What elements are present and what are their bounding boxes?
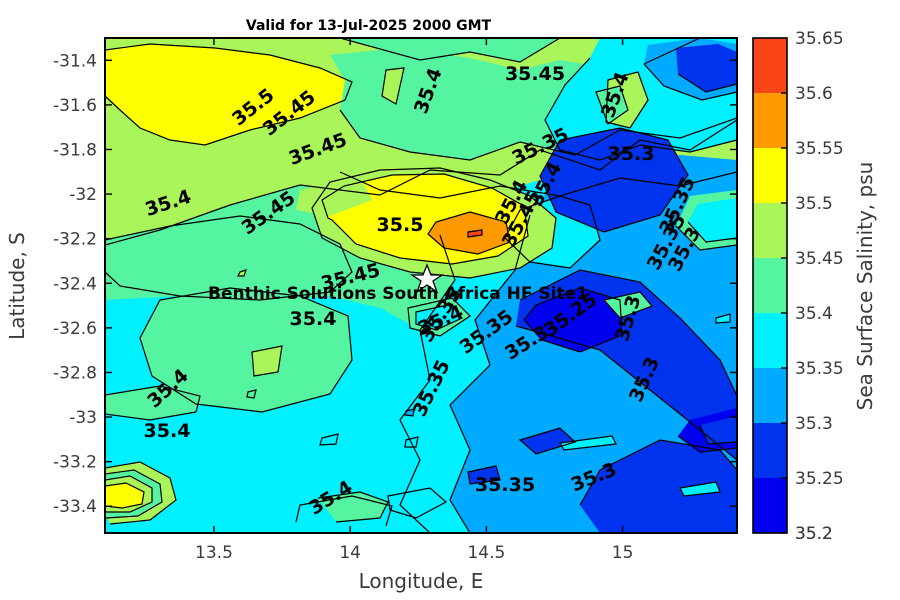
contour-label: 35.4 — [290, 308, 337, 330]
colorbar-tick-label: 35.35 — [795, 359, 844, 379]
colorbar-band[interactable] — [753, 38, 787, 93]
colorbar-tick-label: 35.55 — [795, 139, 844, 159]
plot-frame — [104, 37, 738, 534]
y-tick-label: -33.4 — [53, 497, 97, 517]
colorbar-tick-label: 35.2 — [795, 524, 833, 544]
site-label: Benthic Solutions South Africa HF Site1 — [208, 284, 588, 304]
colorbar-band[interactable] — [753, 203, 787, 258]
y-tick-label: -31.4 — [53, 51, 97, 71]
y-tick-label: -33 — [69, 408, 97, 428]
colorbar-band[interactable] — [753, 478, 787, 533]
colorbar-tick-label: 35.5 — [795, 194, 833, 214]
site-marker-star — [409, 263, 445, 294]
colorbar-tick-label: 35.25 — [795, 469, 844, 489]
y-tick-label: -32.8 — [53, 363, 97, 383]
contour-label: 35.3 — [608, 143, 655, 165]
contour-field — [105, 38, 737, 533]
colorbar-tick-label: 35.4 — [795, 304, 833, 324]
y-tick-label: -33.2 — [53, 453, 97, 473]
y-tick-label: -32 — [69, 185, 97, 205]
x-axis-label: Longitude, E — [359, 569, 484, 593]
colorbar-band[interactable] — [753, 258, 787, 313]
colorbar-frame — [752, 37, 788, 534]
colorbar-band[interactable] — [753, 368, 787, 423]
contour-label: 35.35 — [475, 474, 535, 496]
x-tick-label: 13.5 — [195, 543, 233, 563]
y-tick-label: -32.6 — [53, 319, 97, 339]
colorbar-label: Sea Surface Salinity, psu — [853, 162, 877, 411]
y-tick-label: -31.8 — [53, 140, 97, 160]
colorbar-tick-label: 35.3 — [795, 414, 833, 434]
chart-title: Valid for 13-Jul-2025 2000 GMT — [245, 18, 492, 34]
contour-label: 35.5 — [377, 214, 424, 236]
colorbar[interactable]: 35.65 35.6 35.55 35.5 35.45 35.4 35.35 35.3 35.2… — [753, 29, 844, 544]
colorbar-band[interactable] — [753, 423, 787, 478]
colorbar-tick-label: 35.2 — [795, 524, 833, 544]
y-tick-label: -32.4 — [53, 274, 97, 294]
contour-label: 35.4 — [144, 420, 191, 442]
y-axis-ticks: -31.4 -31.6 -31.8 -32 -32.2 -32.4 -32.6 -32.8 -3… — [53, 51, 737, 517]
x-tick-label: 14 — [339, 543, 361, 563]
x-tick-label: 14.5 — [467, 543, 505, 563]
contour-label: 35.45 — [505, 63, 565, 85]
colorbar-tick-label: 35.65 — [795, 29, 844, 49]
y-axis-label: Latitude, S — [5, 232, 29, 340]
y-tick-label: -32.2 — [53, 230, 97, 250]
colorbar-band[interactable] — [753, 313, 787, 368]
colorbar-tick-label: 35.6 — [795, 84, 833, 104]
colorbar-band[interactable] — [753, 148, 787, 203]
y-tick-label: -31.6 — [53, 96, 97, 116]
colorbar-tick-label: 35.45 — [795, 249, 844, 269]
x-tick-label: 15 — [612, 543, 634, 563]
x-axis-ticks: 13.5 14 14.5 15 — [195, 38, 633, 563]
colorbar-band[interactable] — [753, 93, 787, 148]
